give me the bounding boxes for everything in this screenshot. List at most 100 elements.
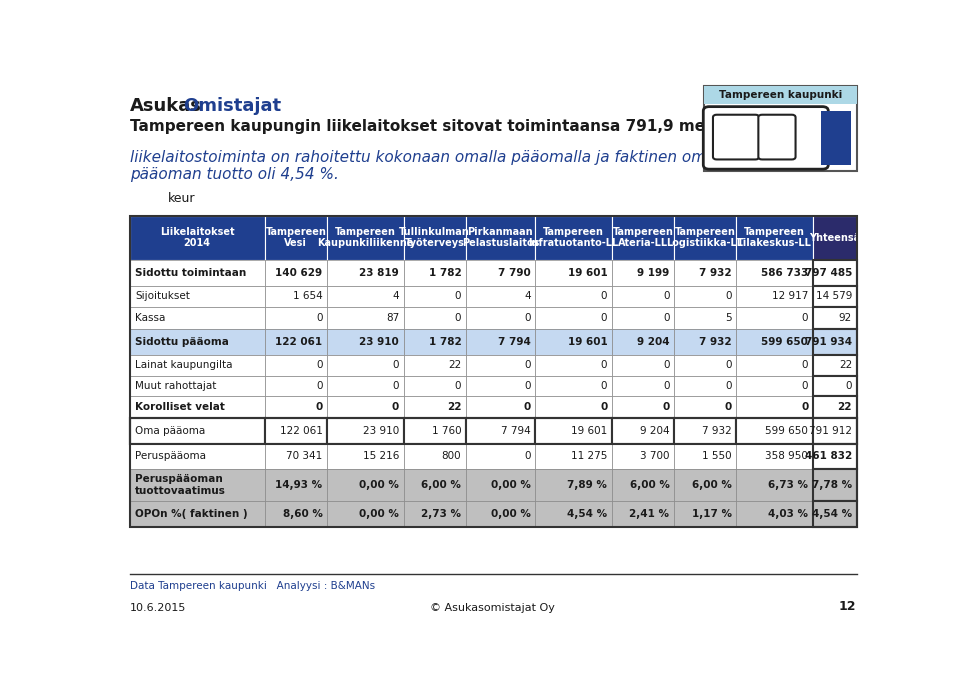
Bar xyxy=(265,329,327,355)
Text: 9 204: 9 204 xyxy=(636,337,669,346)
Bar xyxy=(535,286,612,307)
Bar xyxy=(130,396,265,418)
Bar xyxy=(736,470,813,500)
Bar xyxy=(327,418,403,444)
Bar xyxy=(130,286,265,307)
Bar xyxy=(736,500,813,526)
Text: 19 601: 19 601 xyxy=(567,337,608,346)
Bar xyxy=(736,418,813,444)
Bar xyxy=(674,500,736,526)
Bar xyxy=(813,444,856,470)
Text: 0: 0 xyxy=(455,381,461,391)
Bar xyxy=(466,286,535,307)
Text: 0: 0 xyxy=(455,313,461,323)
Bar xyxy=(327,470,403,500)
Bar xyxy=(535,418,612,444)
Text: 22: 22 xyxy=(446,402,461,412)
Bar xyxy=(403,216,466,260)
Text: 791 912: 791 912 xyxy=(809,426,852,435)
Text: 791 934: 791 934 xyxy=(805,337,852,346)
Bar xyxy=(535,396,612,418)
Text: 14,93 %: 14,93 % xyxy=(276,480,323,490)
Text: keur: keur xyxy=(168,192,196,205)
Text: 6,00 %: 6,00 % xyxy=(421,480,461,490)
FancyBboxPatch shape xyxy=(704,106,828,169)
Text: 0: 0 xyxy=(316,313,323,323)
Bar xyxy=(736,444,813,470)
Text: 23 910: 23 910 xyxy=(359,337,399,346)
Bar xyxy=(403,260,466,286)
Bar xyxy=(535,376,612,396)
Bar xyxy=(674,307,736,329)
Bar xyxy=(466,470,535,500)
Bar xyxy=(813,396,856,418)
Bar xyxy=(612,260,674,286)
Text: 0: 0 xyxy=(724,402,732,412)
Text: 0: 0 xyxy=(662,402,669,412)
Bar xyxy=(265,286,327,307)
Bar xyxy=(813,500,856,526)
Text: Tampereen
Kaupunkiliikenne: Tampereen Kaupunkiliikenne xyxy=(317,227,414,248)
Text: Sidottu pääoma: Sidottu pääoma xyxy=(134,337,228,346)
Text: 0: 0 xyxy=(802,381,808,391)
Bar xyxy=(466,307,535,329)
Bar xyxy=(535,260,612,286)
Text: Liikelaitokset
2014: Liikelaitokset 2014 xyxy=(160,227,234,248)
Text: 6,00 %: 6,00 % xyxy=(630,480,669,490)
Bar xyxy=(736,216,813,260)
Text: Oma pääoma: Oma pääoma xyxy=(134,426,205,435)
Bar xyxy=(813,376,856,396)
Bar xyxy=(466,418,535,444)
Text: 0: 0 xyxy=(601,360,608,370)
Bar xyxy=(535,470,612,500)
Text: Kassa: Kassa xyxy=(134,313,165,323)
Text: Sijoitukset: Sijoitukset xyxy=(134,291,190,302)
Text: 0,00 %: 0,00 % xyxy=(359,509,399,519)
Text: Data Tampereen kaupunki   Analyysi : B&MANs: Data Tampereen kaupunki Analyysi : B&MAN… xyxy=(130,581,374,591)
Text: 19 601: 19 601 xyxy=(567,267,608,278)
Text: Asukas: Asukas xyxy=(130,97,202,116)
Bar xyxy=(466,216,535,260)
Text: 0,00 %: 0,00 % xyxy=(359,480,399,490)
Text: 9 199: 9 199 xyxy=(637,267,669,278)
Text: 0: 0 xyxy=(524,452,531,461)
Text: 0: 0 xyxy=(524,381,531,391)
Text: 22: 22 xyxy=(448,360,461,370)
Bar xyxy=(612,500,674,526)
Text: 122 061: 122 061 xyxy=(276,337,323,346)
Text: 0: 0 xyxy=(524,360,531,370)
Text: Tampereen
Logistiikka-LL: Tampereen Logistiikka-LL xyxy=(666,227,743,248)
Bar xyxy=(403,500,466,526)
Bar xyxy=(265,307,327,329)
Text: OPOn %( faktinen ): OPOn %( faktinen ) xyxy=(134,509,248,519)
Text: 0: 0 xyxy=(393,360,399,370)
Text: 7 932: 7 932 xyxy=(702,426,732,435)
Text: 14 579: 14 579 xyxy=(816,291,852,302)
FancyBboxPatch shape xyxy=(713,115,759,160)
Text: 1 550: 1 550 xyxy=(702,452,732,461)
Text: 7 932: 7 932 xyxy=(699,267,732,278)
Text: 10.6.2015: 10.6.2015 xyxy=(130,603,186,613)
Text: 0: 0 xyxy=(316,360,323,370)
Text: 0: 0 xyxy=(663,291,669,302)
Bar xyxy=(466,396,535,418)
Bar xyxy=(130,216,265,260)
Text: Yhteensä: Yhteensä xyxy=(809,232,860,243)
Text: 0: 0 xyxy=(846,381,852,391)
Text: 7,89 %: 7,89 % xyxy=(567,480,608,490)
Text: Tullinkulman
Työterveys: Tullinkulman Työterveys xyxy=(399,227,470,248)
Bar xyxy=(736,355,813,376)
Text: 1 782: 1 782 xyxy=(428,337,461,346)
Bar xyxy=(535,216,612,260)
Text: 0: 0 xyxy=(725,360,732,370)
Bar xyxy=(736,396,813,418)
Bar xyxy=(327,260,403,286)
Text: 7 932: 7 932 xyxy=(699,337,732,346)
Text: Tampereen kaupungin liikelaitokset sitovat toimintaansa 791,9 meur –: Tampereen kaupungin liikelaitokset sitov… xyxy=(130,119,736,134)
Text: 0: 0 xyxy=(663,360,669,370)
Bar xyxy=(535,329,612,355)
Bar xyxy=(674,260,736,286)
Text: liikelaitostoiminta on rahoitettu kokonaan omalla pääomalla ja faktinen oman
pää: liikelaitostoiminta on rahoitettu kokona… xyxy=(130,150,725,182)
Text: Muut rahottajat: Muut rahottajat xyxy=(134,381,216,391)
Bar xyxy=(466,329,535,355)
